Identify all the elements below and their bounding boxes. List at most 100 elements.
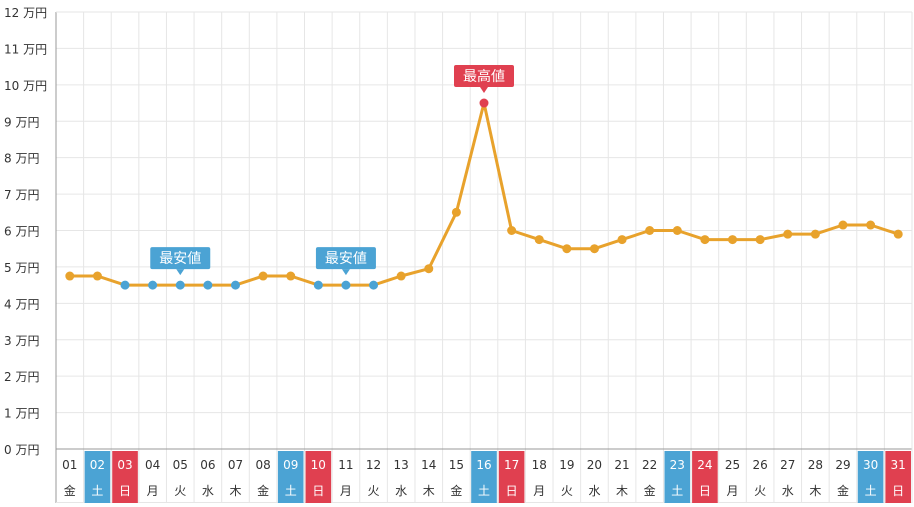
x-day-label: 03: [117, 458, 132, 472]
min-callout-label: 最安値: [325, 251, 367, 267]
x-weekday-label: 月: [147, 484, 159, 498]
x-weekday-label: 火: [368, 484, 380, 498]
data-point: [617, 235, 627, 245]
data-point: [810, 229, 820, 239]
x-weekday-label: 土: [91, 484, 103, 498]
data-point: [479, 98, 489, 108]
x-day-label: 05: [173, 458, 188, 472]
date-cell-highlight: [498, 451, 525, 503]
y-tick-label: 0 万円: [4, 443, 39, 457]
data-point: [507, 226, 517, 235]
x-day-label: 14: [421, 458, 436, 472]
y-tick-label: 4 万円: [4, 297, 39, 311]
x-weekday-label: 土: [478, 484, 490, 498]
x-day-label: 26: [752, 458, 767, 472]
x-weekday-label: 日: [506, 484, 518, 498]
date-cell-highlight: [885, 451, 911, 503]
min-callout-label: 最安値: [159, 251, 201, 267]
data-point: [838, 220, 848, 230]
x-weekday-label: 土: [671, 484, 683, 498]
x-day-label: 06: [200, 458, 215, 472]
x-day-label: 07: [228, 458, 243, 472]
y-tick-label: 6 万円: [4, 225, 39, 239]
data-point: [148, 280, 158, 290]
x-weekday-label: 月: [533, 484, 545, 498]
x-day-label: 21: [614, 458, 629, 472]
x-weekday-label: 火: [174, 484, 186, 498]
x-weekday-label: 木: [423, 484, 435, 498]
x-day-label: 13: [394, 458, 409, 472]
x-weekday-label: 月: [340, 484, 352, 498]
x-weekday-label: 水: [588, 484, 600, 498]
x-day-label: 16: [476, 458, 491, 472]
y-tick-label: 7 万円: [4, 188, 39, 202]
data-point: [755, 235, 765, 245]
x-day-label: 12: [366, 458, 381, 472]
x-weekday-label: 木: [229, 484, 241, 498]
max-callout-label: 最高値: [463, 68, 505, 85]
y-tick-label: 5 万円: [4, 261, 39, 275]
data-point: [451, 207, 461, 217]
x-weekday-label: 金: [644, 483, 656, 498]
x-day-label: 18: [532, 458, 547, 472]
x-day-label: 24: [697, 458, 712, 472]
x-weekday-label: 金: [450, 483, 462, 498]
date-cell-highlight: [277, 451, 304, 503]
data-point: [424, 264, 434, 274]
x-weekday-label: 金: [64, 483, 76, 498]
y-tick-label: 8 万円: [4, 152, 39, 166]
x-day-label: 28: [808, 458, 823, 472]
x-weekday-label: 金: [257, 483, 269, 498]
data-point: [65, 271, 75, 281]
x-weekday-label: 水: [395, 484, 407, 498]
x-weekday-label: 日: [699, 484, 711, 498]
x-weekday-label: 金: [837, 483, 849, 498]
x-weekday-label: 日: [892, 484, 904, 498]
x-weekday-label: 日: [119, 484, 131, 498]
x-day-label: 09: [283, 458, 298, 472]
data-point: [369, 280, 379, 290]
x-day-label: 01: [62, 458, 77, 472]
data-point: [92, 271, 102, 281]
date-cell-highlight: [305, 451, 332, 503]
x-day-label: 15: [449, 458, 464, 472]
x-weekday-label: 火: [754, 484, 766, 498]
x-weekday-label: 木: [809, 484, 821, 498]
data-point: [258, 271, 268, 281]
data-point: [396, 271, 406, 281]
x-day-label: 30: [863, 458, 878, 472]
x-weekday-label: 木: [616, 484, 628, 498]
x-day-label: 23: [670, 458, 685, 472]
x-weekday-label: 火: [561, 484, 573, 498]
x-day-label: 17: [504, 458, 519, 472]
x-day-label: 19: [559, 458, 574, 472]
data-point: [341, 280, 351, 290]
x-weekday-label: 水: [202, 484, 214, 498]
callout-pointer: [480, 87, 488, 94]
y-tick-label: 11 万円: [4, 42, 47, 56]
data-point: [728, 235, 738, 245]
data-point: [893, 229, 903, 239]
data-point: [175, 280, 185, 290]
y-tick-label: 3 万円: [4, 334, 39, 348]
date-cell-highlight: [857, 451, 884, 503]
x-day-label: 08: [255, 458, 270, 472]
y-tick-label: 2 万円: [4, 370, 39, 384]
data-point: [700, 235, 710, 245]
data-point: [230, 280, 240, 290]
date-cell-highlight: [84, 451, 111, 503]
x-day-label: 11: [338, 458, 353, 472]
x-day-label: 20: [587, 458, 602, 472]
y-tick-label: 1 万円: [4, 407, 39, 421]
y-tick-label: 12 万円: [4, 6, 47, 20]
data-point: [120, 280, 130, 290]
date-cell-highlight: [112, 451, 138, 503]
x-day-label: 04: [145, 458, 160, 472]
x-day-label: 27: [780, 458, 795, 472]
y-tick-label: 10 万円: [4, 79, 47, 93]
data-point: [645, 226, 655, 235]
data-point: [286, 271, 296, 281]
data-point: [672, 226, 682, 235]
